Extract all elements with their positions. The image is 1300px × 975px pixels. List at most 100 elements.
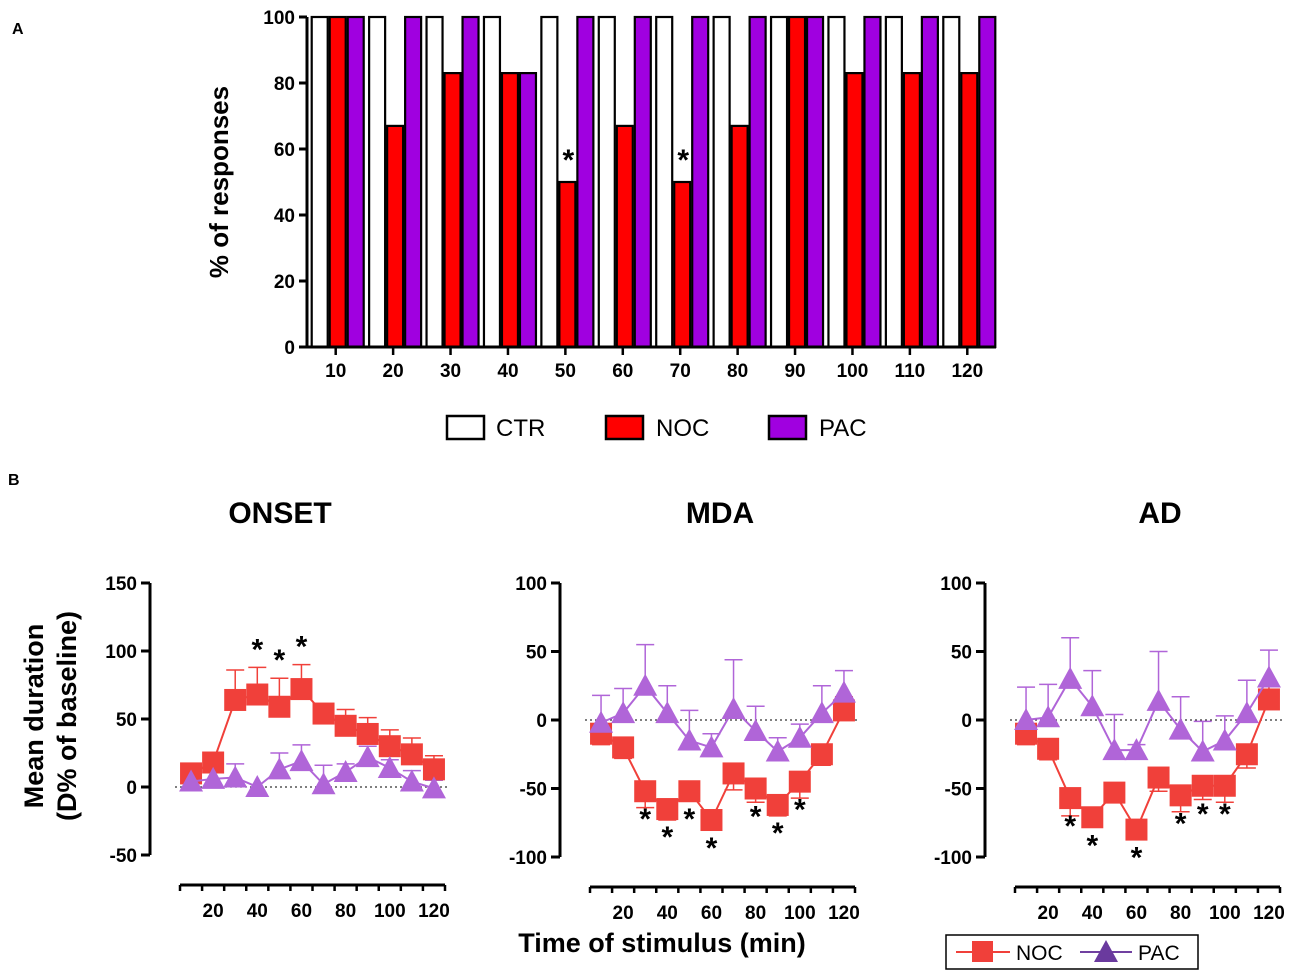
y-tick-label-a-100: 100 [263,8,295,29]
significance-star-mda-60: * [706,832,718,865]
x-tick-label-a-90: 90 [784,361,805,382]
bar-ctr-30 [425,15,444,349]
panel-label-a: A [12,21,24,38]
point-noc-mda-60 [700,809,723,832]
x-tick-label-a-80: 80 [727,361,748,382]
bar-ctr-60 [597,15,616,349]
point-pac-ad-120 [1256,665,1281,688]
point-noc-mda-110 [810,743,833,766]
point-noc-onset-70 [312,702,335,725]
point-noc-mda-40 [656,798,679,821]
bar-pac-40 [518,71,538,349]
point-noc-mda-30 [634,780,657,803]
point-pac-ad-10 [1014,708,1039,730]
bar-pac-70 [691,15,710,349]
y-tick-label-mda--100: -100 [509,848,547,869]
bar-pac-10 [346,15,365,349]
significance-star-ad-40: * [1086,829,1098,862]
legend-b: NOC PAC [945,934,1199,970]
point-noc-onset-40 [246,683,269,706]
y-tick-label-onset-50: 50 [116,710,137,731]
point-pac-mda-120 [831,680,856,703]
point-pac-mda-40 [655,701,680,724]
x-tick-label-onset-60: 60 [291,901,312,922]
point-pac-mda-60 [699,735,724,758]
point-noc-ad-40 [1081,806,1104,829]
bar-pac-80 [748,15,767,349]
bar-ctr-90 [769,15,789,349]
point-noc-ad-110 [1235,743,1258,766]
point-noc-mda-20 [612,736,635,759]
series-line-noc-ad [1025,699,1270,832]
point-noc-onset-30 [224,688,247,711]
point-noc-ad-100 [1213,774,1236,797]
legend-marker-pac [1094,940,1118,962]
y-tick-label-mda-100: 100 [515,574,547,595]
point-pac-onset-10 [179,769,204,792]
bar-noc-20 [386,124,405,349]
bar-noc-100 [845,71,864,349]
significance-star-onset-60: * [296,631,308,664]
point-noc-mda-50 [678,780,701,803]
bar-ctr-20 [368,15,387,349]
point-pac-ad-20 [1036,705,1061,728]
significance-star-mda-30: * [639,803,651,836]
x-tick-label-a-120: 120 [951,361,983,382]
x-tick-label-ad-100: 100 [1209,903,1241,924]
x-tick-label-onset-20: 20 [203,901,224,922]
significance-star-ad-30: * [1064,810,1076,843]
significance-star-ad-90: * [1197,798,1209,831]
point-noc-mda-70 [722,762,745,785]
point-noc-onset-80 [334,714,357,737]
significance-star-a-50: * [563,144,575,177]
point-noc-onset-50 [268,695,291,718]
point-pac-onset-110 [399,769,424,792]
x-tick-label-onset-80: 80 [335,901,356,922]
point-pac-mda-110 [809,701,834,724]
bar-ctr-70 [655,15,674,349]
x-tick-label-onset-100: 100 [374,901,406,922]
point-noc-onset-110 [400,743,423,766]
point-pac-ad-30 [1058,666,1083,689]
title-onset: ONSET [228,497,331,530]
x-tick-label-mda-100: 100 [784,903,816,924]
x-tick-label-ad-40: 40 [1082,903,1103,924]
point-pac-ad-40 [1080,694,1105,717]
point-pac-onset-30 [223,765,248,788]
point-noc-ad-80 [1169,784,1192,807]
legend-marker-noc [972,941,993,962]
x-tick-label-a-70: 70 [670,361,691,382]
point-pac-ad-80 [1168,717,1193,740]
point-pac-ad-60 [1124,738,1149,761]
bar-noc-10 [328,15,347,349]
y-tick-label-a-40: 40 [274,206,295,227]
x-tick-label-a-60: 60 [612,361,633,382]
y-tick-label-ad-50: 50 [951,643,972,664]
bar-ctr-40 [482,15,502,349]
x-tick-label-a-50: 50 [555,361,576,382]
y-tick-label-onset-150: 150 [105,574,137,595]
bar-noc-110 [902,71,921,349]
point-pac-ad-50 [1102,738,1127,761]
x-tick-label-a-40: 40 [497,361,518,382]
point-noc-ad-30 [1059,787,1082,810]
significance-star-ad-100: * [1219,798,1231,831]
panel-label-b: B [8,472,20,489]
y-axis-label-b-line2: (D% of baseline) [52,611,82,821]
legend-a: CTR NOC PAC [445,414,867,442]
point-noc-ad-90 [1191,774,1214,797]
y-tick-label-a-60: 60 [274,140,295,161]
bar-pac-60 [633,15,652,349]
legend-swatch-noc [604,414,645,441]
point-pac-mda-50 [677,728,702,751]
y-tick-label-a-80: 80 [274,74,295,95]
significance-star-onset-50: * [274,644,286,677]
bar-noc-120 [960,71,979,349]
y-axis-label-a: % of responses [204,86,234,278]
bar-noc-40 [500,71,520,349]
point-pac-onset-80 [333,760,358,783]
legend-label-ctr: CTR [496,415,545,442]
bar-pac-120 [978,15,997,349]
point-noc-ad-20 [1037,737,1060,760]
